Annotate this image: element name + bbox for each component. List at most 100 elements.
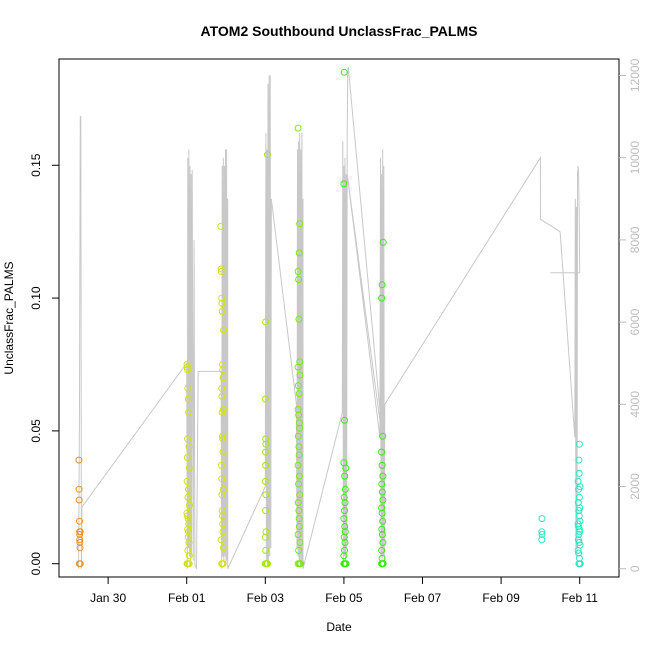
data-point: [295, 472, 303, 480]
data-point: [183, 361, 191, 368]
data-point: [575, 493, 583, 501]
y2-tick-label: 0: [628, 565, 642, 572]
data-point: [575, 507, 583, 515]
data-point: [340, 533, 348, 541]
data-point: [297, 560, 305, 568]
data-point: [538, 515, 546, 523]
data-point: [262, 318, 270, 326]
data-point: [340, 552, 348, 560]
data-point: [575, 512, 583, 520]
data-point: [217, 222, 225, 230]
data-point: [294, 363, 302, 371]
data-point: [378, 448, 386, 456]
data-point: [341, 485, 349, 493]
x-tick-label: Feb 03: [247, 591, 285, 605]
data-point: [576, 560, 584, 568]
data-point: [264, 151, 271, 159]
data-point: [76, 544, 84, 552]
data-point: [575, 440, 583, 448]
data-point: [296, 220, 304, 228]
data-point: [185, 443, 193, 451]
data-point: [575, 554, 583, 562]
data-point: [340, 515, 348, 523]
data-point: [341, 546, 348, 554]
data-point: [219, 560, 227, 568]
x-tick-label: Feb 11: [561, 591, 598, 605]
x-tick-label: Feb 05: [325, 591, 363, 605]
y-tick-label: 0.05: [29, 419, 43, 443]
data-point: [379, 432, 387, 440]
data-point: [296, 371, 304, 379]
data-point: [262, 435, 270, 443]
data-point: [296, 424, 304, 432]
data-point: [218, 491, 226, 499]
data-point: [75, 456, 83, 464]
data-point: [294, 432, 302, 440]
data-point: [76, 531, 84, 538]
x-tick-label: Feb 07: [404, 591, 442, 605]
plot-frame: [58, 58, 620, 578]
data-point: [341, 507, 348, 515]
data-point: [379, 539, 387, 546]
y2-tick-label: 12000: [628, 58, 642, 92]
data-point: [295, 411, 303, 419]
data-point: [184, 485, 192, 493]
data-point: [378, 281, 386, 289]
data-point: [341, 499, 349, 507]
data-point: [575, 456, 583, 464]
data-point: [294, 268, 302, 275]
y-axis-left: 0.00 0.05 0.10 0.15: [29, 153, 59, 575]
data-point: [575, 525, 583, 533]
data-point: [341, 472, 349, 480]
data-point: [75, 496, 83, 504]
data-point: [218, 507, 226, 515]
data-point: [341, 539, 349, 546]
data-point: [294, 531, 302, 538]
data-point: [184, 515, 192, 523]
data-point: [295, 546, 303, 554]
data-point: [538, 536, 546, 544]
data-point: [184, 384, 192, 392]
data-point: [295, 507, 303, 515]
data-point: [183, 454, 191, 461]
data-point: [76, 539, 84, 546]
data-point: [378, 525, 386, 533]
data-point: [219, 361, 226, 368]
data-point: [264, 560, 271, 568]
data-point: [183, 477, 191, 485]
data-point: [378, 294, 386, 302]
data-point: [76, 528, 84, 536]
y-tick-label: 0.00: [29, 552, 43, 576]
data-point: [262, 528, 270, 536]
data-point: [261, 533, 269, 541]
data-point: [219, 520, 227, 528]
data-point: [184, 435, 191, 443]
data-point: [217, 268, 225, 275]
data-point: [378, 531, 386, 538]
y2-tick-label: 10000: [628, 141, 642, 175]
data-point: [185, 464, 193, 472]
data-point: [75, 485, 83, 493]
data-point: [342, 464, 350, 472]
data-point: [183, 512, 191, 520]
data-point: [218, 307, 226, 315]
data-point: [261, 395, 269, 403]
data-point: [218, 294, 226, 302]
data-point: [295, 451, 303, 459]
x-axis: Jan 30 Feb 01 Feb 03 Feb 05 Feb 07 Feb 09 Feb …: [90, 577, 598, 605]
data-point: [378, 509, 386, 517]
data-point: [295, 419, 303, 427]
data-point: [185, 552, 193, 560]
y-tick-label: 0.10: [29, 286, 43, 310]
data-point: [220, 326, 228, 334]
altitude-track: [78, 67, 581, 570]
data-point: [296, 491, 304, 499]
data-point: [294, 382, 302, 390]
data-point: [538, 528, 546, 536]
data-point: [261, 477, 269, 485]
data-point: [294, 124, 302, 132]
data-point: [219, 366, 227, 374]
data-point: [262, 461, 270, 469]
data-point: [76, 517, 83, 525]
